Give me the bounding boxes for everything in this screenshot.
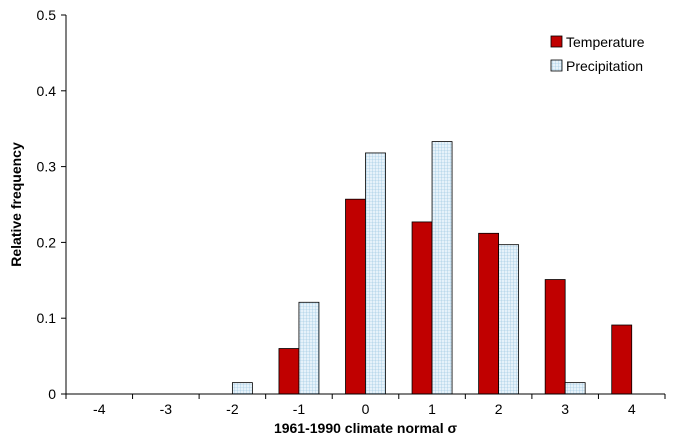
- legend-swatch-temperature: [550, 35, 563, 48]
- y-tick-label: 0.3: [37, 159, 57, 175]
- bar-precipitation-1: [431, 141, 453, 395]
- x-axis-title: 1961-1990 climate normal σ: [274, 420, 458, 436]
- x-tick-label: 0: [362, 401, 370, 417]
- x-tick-label: 3: [561, 401, 569, 417]
- bar-temperature-2: [478, 232, 500, 395]
- y-axis-title: Relative frequency: [8, 142, 24, 267]
- x-tick-label: -2: [226, 401, 239, 417]
- y-tick-label: 0.1: [37, 310, 57, 326]
- bar-precipitation--1: [298, 301, 320, 395]
- bar-temperature-3: [544, 279, 566, 395]
- bar-temperature--1: [278, 348, 300, 395]
- x-tick-label: 4: [628, 401, 636, 417]
- legend-label-precipitation: Precipitation: [566, 58, 643, 74]
- y-tick-label: 0.5: [37, 7, 57, 23]
- legend-swatch-precipitation: [550, 59, 563, 72]
- y-tick-label: 0: [48, 386, 56, 402]
- y-tick-label: 0.4: [37, 83, 57, 99]
- x-tick-label: -4: [93, 401, 106, 417]
- axes-group: 0 0.1 0.2 0.3 0.4 0.5 -4 -3 -2 -1 0 1 2 3 4: [37, 7, 666, 417]
- bar-temperature-0: [345, 198, 366, 395]
- legend-label-temperature: Temperature: [566, 34, 645, 50]
- bar-temperature-1: [411, 221, 433, 395]
- x-tick-label: 1: [428, 401, 436, 417]
- y-tick-label: 0.2: [37, 234, 57, 250]
- x-tick-label: -1: [293, 401, 306, 417]
- bars-group: [231, 141, 633, 395]
- bar-precipitation--2: [231, 382, 253, 395]
- bar-precipitation-0: [365, 152, 386, 395]
- bar-temperature-4: [611, 324, 633, 395]
- legend: Temperature Precipitation: [550, 34, 645, 74]
- x-tick-label: -3: [160, 401, 173, 417]
- bar-precipitation-3: [564, 382, 586, 395]
- bar-precipitation-2: [498, 244, 520, 395]
- x-tick-label: 2: [495, 401, 503, 417]
